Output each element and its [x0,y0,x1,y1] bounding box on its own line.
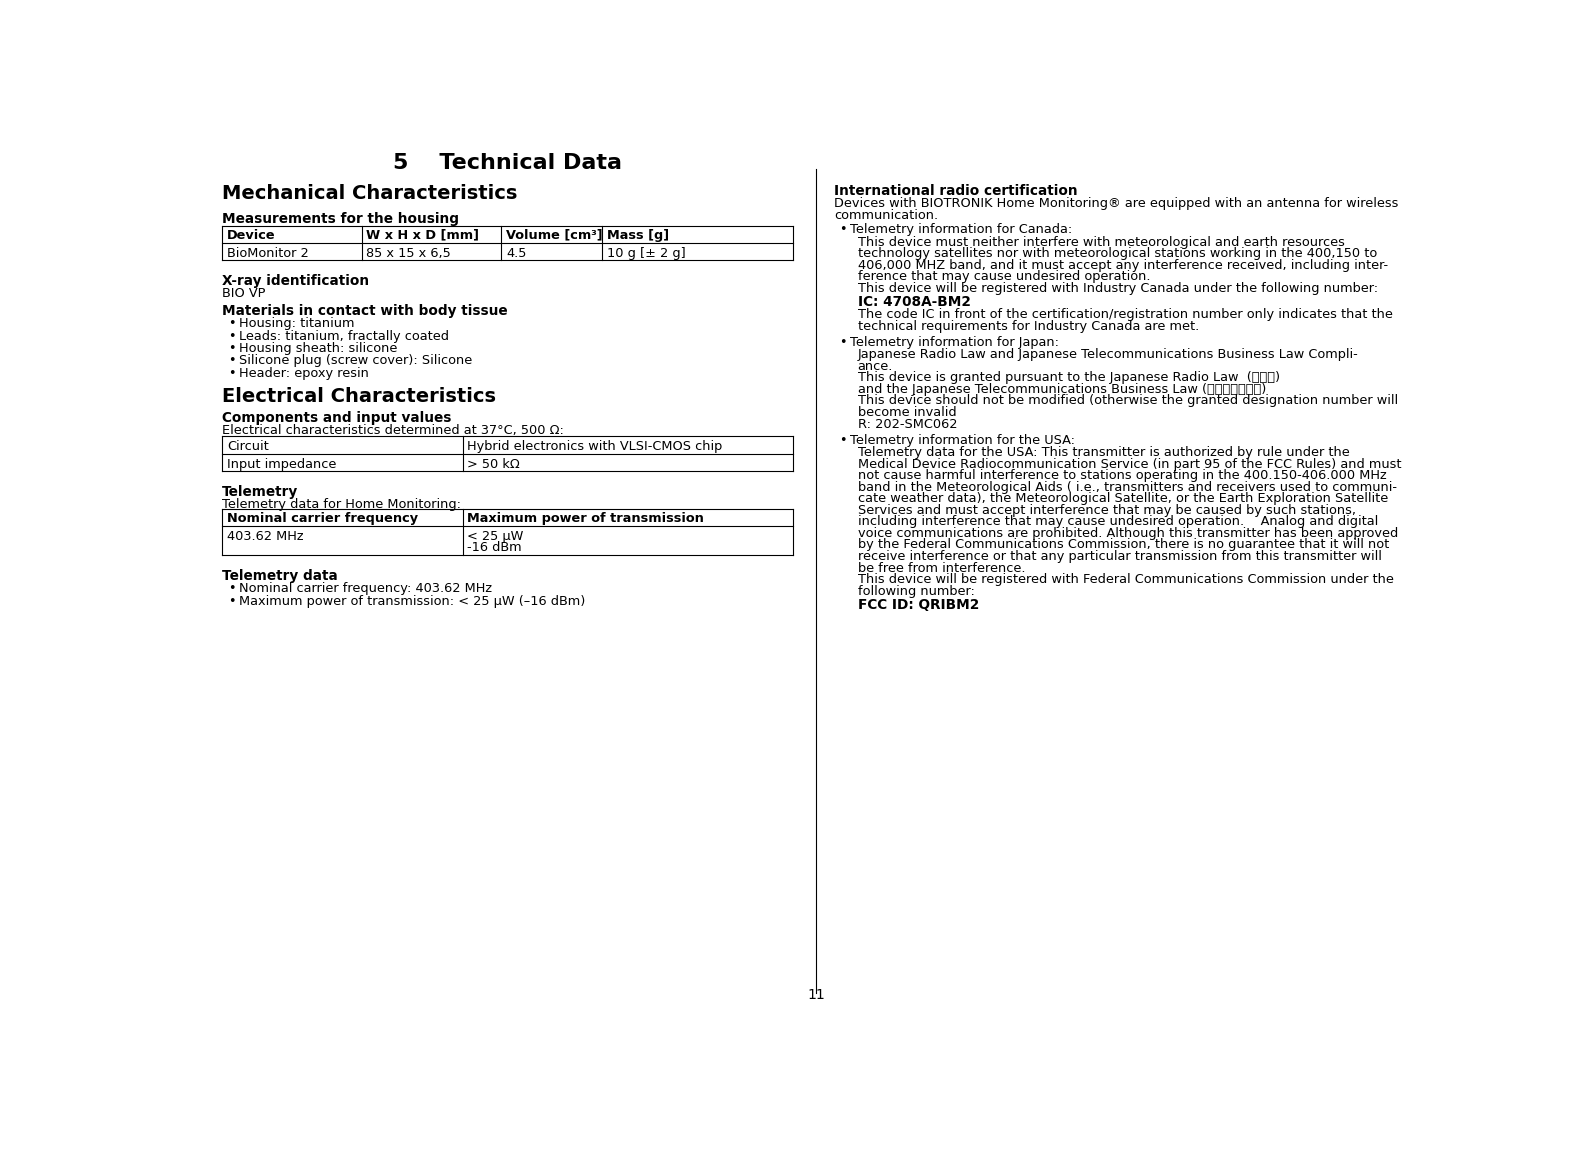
Text: ance.: ance. [858,360,893,373]
Text: technical requirements for Industry Canada are met.: technical requirements for Industry Cana… [858,320,1199,332]
Text: Nominal carrier frequency: Nominal carrier frequency [228,512,419,526]
Text: Hybrid electronics with VLSI-CMOS chip: Hybrid electronics with VLSI-CMOS chip [466,439,723,453]
Text: •: • [228,595,236,607]
Text: •: • [839,223,847,237]
Text: Telemetry information for the USA:: Telemetry information for the USA: [850,434,1075,446]
Text: This device should not be modified (otherwise the granted designation number wil: This device should not be modified (othe… [858,394,1398,407]
Text: 10 g [± 2 g]: 10 g [± 2 g] [607,246,686,260]
Text: Nominal carrier frequency: 403.62 MHz: Nominal carrier frequency: 403.62 MHz [239,582,492,596]
Text: > 50 kΩ: > 50 kΩ [466,458,521,470]
Text: and the Japanese Telecommunications Business Law (電気通信事業法): and the Japanese Telecommunications Busi… [858,383,1266,396]
Text: Telemetry data for Home Monitoring:: Telemetry data for Home Monitoring: [223,498,462,512]
Text: be free from interference.: be free from interference. [858,561,1025,575]
Text: 11: 11 [807,988,825,1002]
Text: Volume [cm³]: Volume [cm³] [506,229,602,242]
Text: < 25 μW: < 25 μW [466,530,524,543]
Text: band in the Meteorological Aids ( i.e., transmitters and receivers used to commu: band in the Meteorological Aids ( i.e., … [858,481,1396,493]
Text: Mechanical Characteristics: Mechanical Characteristics [223,184,517,204]
Text: Measurements for the housing: Measurements for the housing [223,212,458,225]
Text: Telemetry information for Canada:: Telemetry information for Canada: [850,223,1073,237]
Text: Maximum power of transmission: < 25 μW (–16 dBm): Maximum power of transmission: < 25 μW (… [239,595,586,607]
Text: The code IC in front of the certification/registration number only indicates tha: The code IC in front of the certificatio… [858,308,1393,321]
Text: not cause harmful interference to stations operating in the 400.150-406.000 MHz: not cause harmful interference to statio… [858,469,1387,482]
Text: Devices with BIOTRONIK Home Monitoring® are equipped with an antenna for wireles: Devices with BIOTRONIK Home Monitoring® … [834,198,1399,210]
Text: •: • [228,342,236,355]
Text: by the Federal Communications Commission, there is no guarantee that it will not: by the Federal Communications Commission… [858,538,1388,551]
Text: FCC ID: QRIBM2: FCC ID: QRIBM2 [858,598,979,612]
Text: •: • [839,336,847,348]
Text: -16 dBm: -16 dBm [466,542,522,554]
Text: Japanese Radio Law and Japanese Telecommunications Business Law Compli-: Japanese Radio Law and Japanese Telecomm… [858,348,1358,361]
Text: Components and input values: Components and input values [223,412,452,426]
Text: This device is granted pursuant to the Japanese Radio Law  (電波法): This device is granted pursuant to the J… [858,371,1280,384]
Text: Telemetry: Telemetry [223,485,299,499]
Text: •: • [228,582,236,596]
Text: Telemetry information for Japan:: Telemetry information for Japan: [850,336,1059,348]
Text: BioMonitor 2: BioMonitor 2 [228,246,309,260]
Text: W x H x D [mm]: W x H x D [mm] [366,229,479,242]
Text: Housing sheath: silicone: Housing sheath: silicone [239,342,398,355]
Text: Materials in contact with body tissue: Materials in contact with body tissue [223,305,508,319]
Text: Housing: titanium: Housing: titanium [239,317,355,330]
Text: •: • [839,434,847,446]
Text: 85 x 15 x 6,5: 85 x 15 x 6,5 [366,246,451,260]
Text: communication.: communication. [834,209,939,222]
Text: 406,000 MHZ band, and it must accept any interference received, including inter-: 406,000 MHZ band, and it must accept any… [858,259,1388,271]
Text: •: • [228,317,236,330]
Text: 5    Technical Data: 5 Technical Data [393,153,622,174]
Text: Telemetry data for the USA: This transmitter is authorized by rule under the: Telemetry data for the USA: This transmi… [858,446,1350,459]
Text: X-ray identification: X-ray identification [223,275,369,289]
Text: Leads: titanium, fractally coated: Leads: titanium, fractally coated [239,330,449,343]
Text: Silicone plug (screw cover): Silicone: Silicone plug (screw cover): Silicone [239,354,473,367]
Text: International radio certification: International radio certification [834,184,1078,198]
Text: ference that may cause undesired operation.: ference that may cause undesired operati… [858,270,1151,283]
Text: receive interference or that any particular transmission from this transmitter w: receive interference or that any particu… [858,550,1382,564]
Text: Electrical Characteristics: Electrical Characteristics [223,386,497,406]
Text: Circuit: Circuit [228,439,269,453]
Text: R: 202-SMC062: R: 202-SMC062 [858,417,957,430]
Text: •: • [228,330,236,343]
Text: voice communications are prohibited. Although this transmitter has been approved: voice communications are prohibited. Alt… [858,527,1398,539]
Text: Services and must accept interference that may be caused by such stations,: Services and must accept interference th… [858,504,1356,516]
Text: cate weather data), the Meteorological Satellite, or the Earth Exploration Satel: cate weather data), the Meteorological S… [858,492,1388,505]
Text: BIO VP: BIO VP [223,288,266,300]
Text: including interference that may cause undesired operation.    Analog and digital: including interference that may cause un… [858,515,1379,528]
Text: become invalid: become invalid [858,406,957,419]
Text: Electrical characteristics determined at 37°C, 500 Ω:: Electrical characteristics determined at… [223,424,564,437]
Text: Maximum power of transmission: Maximum power of transmission [466,512,704,526]
Text: Mass [g]: Mass [g] [607,229,669,242]
Text: •: • [228,354,236,367]
Text: Device: Device [228,229,275,242]
Text: •: • [228,367,236,380]
Text: IC: 4708A-BM2: IC: 4708A-BM2 [858,296,971,309]
Text: This device must neither interfere with meteorological and earth resources: This device must neither interfere with … [858,236,1345,248]
Text: Telemetry data: Telemetry data [223,569,338,583]
Text: 4.5: 4.5 [506,246,527,260]
Text: Medical Device Radiocommunication Service (in part 95 of the FCC Rules) and must: Medical Device Radiocommunication Servic… [858,458,1401,470]
Text: following number:: following number: [858,584,974,598]
Text: technology satellites nor with meteorological stations working in the 400,150 to: technology satellites nor with meteorolo… [858,247,1377,260]
Text: This device will be registered with Federal Communications Commission under the: This device will be registered with Fede… [858,573,1393,586]
Text: Header: epoxy resin: Header: epoxy resin [239,367,369,380]
Text: 403.62 MHz: 403.62 MHz [228,530,304,543]
Text: Input impedance: Input impedance [228,458,336,470]
Text: This device will be registered with Industry Canada under the following number:: This device will be registered with Indu… [858,282,1377,296]
